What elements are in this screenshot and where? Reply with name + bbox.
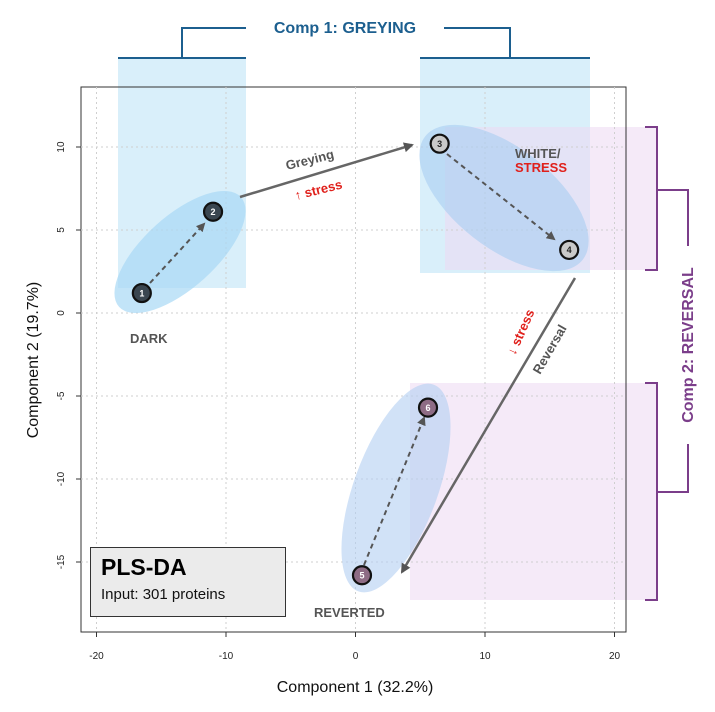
x-tick-label: 10 xyxy=(479,651,491,662)
label-greying: Greying xyxy=(284,146,335,172)
data-point-label-4: 4 xyxy=(567,245,572,255)
x-tick-label: 20 xyxy=(609,651,621,662)
data-point-label-1: 1 xyxy=(139,288,144,298)
data-point-4 xyxy=(559,239,580,261)
method-legend-box: PLS-DA Input: 301 proteins xyxy=(90,547,286,617)
group-label-white: WHITE/ xyxy=(515,146,561,161)
data-point-5 xyxy=(351,565,373,586)
label-reversal: Reversal xyxy=(530,322,570,376)
between-group-arrows xyxy=(239,142,577,574)
x-tick-label: -10 xyxy=(219,651,234,662)
data-point-1 xyxy=(131,282,152,304)
legend-title: PLS-DA xyxy=(101,554,187,580)
comp1-label: Comp 1: GREYING xyxy=(274,20,416,37)
plot-frame xyxy=(80,86,627,633)
dashed-arrow-3-4 xyxy=(446,153,556,241)
y-tick-label: -10 xyxy=(56,471,67,486)
y-tick-label: 5 xyxy=(56,227,67,233)
within-group-arrows xyxy=(149,153,556,566)
comp2-label: Comp 2: REVERSAL xyxy=(680,267,697,423)
legend-subtitle: Input: 301 proteins xyxy=(101,586,226,603)
data-point-label-6: 6 xyxy=(426,403,431,413)
y-axis-title: Component 2 (19.7%) xyxy=(25,282,42,439)
group-label-stress: STRESS xyxy=(515,160,567,175)
arrow-reversal xyxy=(400,277,577,574)
group-label-dark: DARK xyxy=(130,331,168,346)
data-point-2 xyxy=(202,201,224,222)
x-tick-label: 0 xyxy=(353,651,359,662)
axis-ticks: -20 -10 0 10 20 10 5 0 -5 -10 -15 xyxy=(56,141,620,662)
dashed-arrow-1-2 xyxy=(149,222,206,284)
x-axis-title: Component 1 (32.2%) xyxy=(277,679,434,696)
y-tick-label: -15 xyxy=(56,554,67,569)
data-point-label-3: 3 xyxy=(437,139,442,149)
data-points: 1 2 3 4 5 6 xyxy=(131,133,580,586)
data-point-label-5: 5 xyxy=(359,570,364,580)
y-tick-label: 0 xyxy=(56,310,67,316)
y-tick-label: 10 xyxy=(56,141,67,153)
label-up-stress: ↑ stress xyxy=(293,177,344,203)
comp2-bracket xyxy=(645,126,689,601)
comp1-bracket xyxy=(118,27,590,59)
group-label-reverted: REVERTED xyxy=(314,605,385,620)
arrow-greying xyxy=(239,142,414,199)
x-tick-label: -20 xyxy=(89,651,104,662)
data-point-label-2: 2 xyxy=(211,207,216,217)
data-point-6 xyxy=(417,397,439,418)
data-point-3 xyxy=(429,133,450,154)
y-tick-label: -5 xyxy=(56,391,67,400)
comp2-band-bottom xyxy=(410,383,657,600)
